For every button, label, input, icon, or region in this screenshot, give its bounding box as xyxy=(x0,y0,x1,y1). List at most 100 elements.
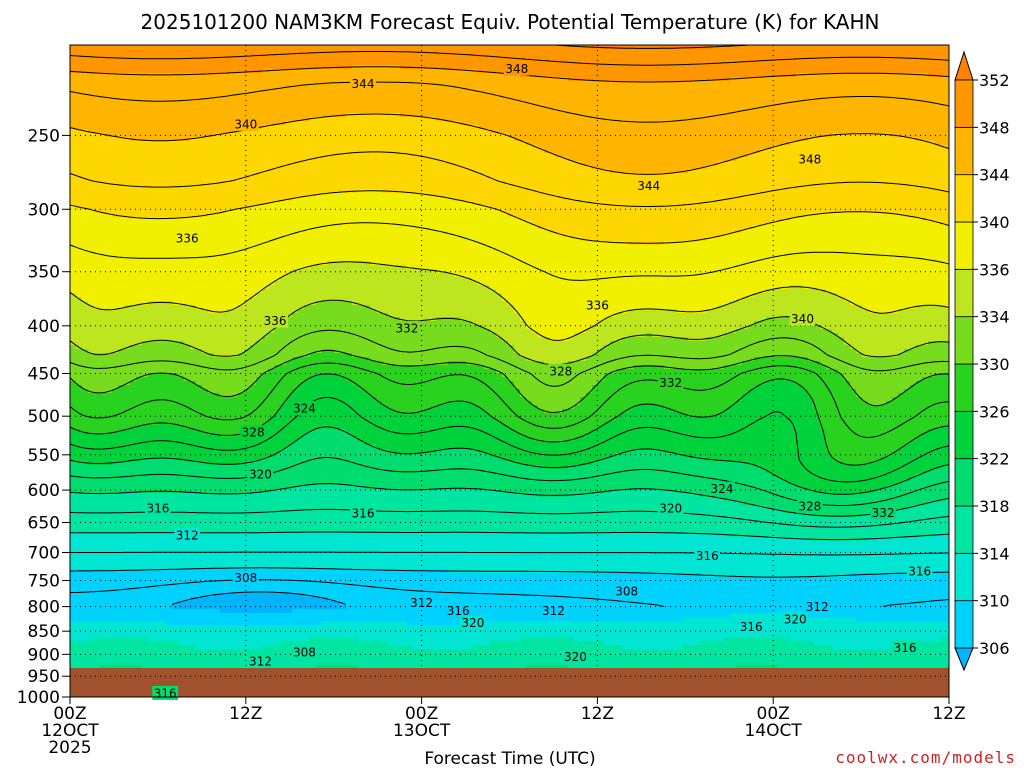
field-cell xyxy=(226,209,233,214)
field-cell xyxy=(214,425,221,430)
field-cell xyxy=(94,609,101,614)
field-cell xyxy=(184,141,191,146)
field-cell xyxy=(130,389,137,394)
field-cell xyxy=(130,453,137,458)
field-cell xyxy=(70,289,77,294)
field-cell xyxy=(154,261,161,266)
field-cell xyxy=(106,165,113,170)
field-cell xyxy=(256,297,263,302)
field-cell xyxy=(232,601,239,606)
field-cell xyxy=(124,601,131,606)
field-cell xyxy=(136,661,143,666)
field-cell xyxy=(220,445,227,450)
field-cell xyxy=(202,461,209,466)
field-cell xyxy=(70,433,77,438)
field-cell xyxy=(154,461,161,466)
field-cell xyxy=(226,469,233,474)
field-cell xyxy=(118,637,125,642)
field-cell xyxy=(226,509,233,514)
field-cell xyxy=(142,49,149,54)
field-cell xyxy=(136,349,143,354)
field-cell xyxy=(244,561,251,566)
field-cell xyxy=(244,629,251,634)
field-cell xyxy=(70,249,77,254)
field-cell xyxy=(172,61,179,66)
field-cell xyxy=(130,121,137,126)
field-cell xyxy=(220,109,227,114)
field-cell xyxy=(112,185,119,190)
field-cell xyxy=(82,509,89,514)
field-cell xyxy=(250,261,257,266)
field-cell xyxy=(232,53,239,58)
field-cell xyxy=(100,165,107,170)
field-cell xyxy=(76,405,83,410)
field-cell xyxy=(154,97,161,102)
field-cell xyxy=(88,365,95,370)
field-cell xyxy=(190,417,197,422)
field-cell xyxy=(154,153,161,158)
field-cell xyxy=(100,465,107,470)
field-cell xyxy=(160,469,167,474)
field-cell xyxy=(94,357,101,362)
field-cell xyxy=(100,109,107,114)
field-cell xyxy=(184,389,191,394)
field-cell xyxy=(226,665,233,670)
field-cell xyxy=(124,481,131,486)
field-cell xyxy=(94,581,101,586)
field-cell xyxy=(190,265,197,270)
field-cell xyxy=(178,393,185,398)
field-cell xyxy=(232,385,239,390)
field-cell xyxy=(100,593,107,598)
field-cell xyxy=(190,501,197,506)
field-cell xyxy=(88,521,95,526)
field-cell xyxy=(82,449,89,454)
field-cell xyxy=(208,565,215,570)
field-cell xyxy=(202,437,209,442)
field-cell xyxy=(100,601,107,606)
field-cell xyxy=(214,421,221,426)
field-cell xyxy=(172,53,179,58)
field-cell xyxy=(250,377,257,382)
field-cell xyxy=(118,109,125,114)
field-cell xyxy=(178,353,185,358)
field-cell xyxy=(244,213,251,218)
field-cell xyxy=(142,653,149,658)
field-cell xyxy=(136,269,143,274)
field-cell xyxy=(244,145,251,150)
field-cell xyxy=(76,465,83,470)
field-cell xyxy=(112,345,119,350)
field-cell xyxy=(142,385,149,390)
field-cell xyxy=(178,569,185,574)
field-cell xyxy=(100,145,107,150)
field-cell xyxy=(118,349,125,354)
field-cell xyxy=(88,581,95,586)
field-cell xyxy=(166,177,173,182)
field-cell xyxy=(118,65,125,70)
field-cell xyxy=(160,141,167,146)
field-cell xyxy=(154,417,161,422)
field-cell xyxy=(118,413,125,418)
field-cell xyxy=(100,57,107,62)
field-cell xyxy=(238,613,245,618)
field-cell xyxy=(94,321,101,326)
field-cell xyxy=(190,613,197,618)
field-cell xyxy=(142,173,149,178)
field-cell xyxy=(118,417,125,422)
field-cell xyxy=(130,501,137,506)
field-cell xyxy=(106,401,113,406)
field-cell xyxy=(142,61,149,66)
field-cell xyxy=(124,637,131,642)
field-cell xyxy=(226,249,233,254)
field-cell xyxy=(112,273,119,278)
field-cell xyxy=(94,625,101,630)
field-cell xyxy=(70,345,77,350)
field-cell xyxy=(142,93,149,98)
field-cell xyxy=(154,357,161,362)
field-cell xyxy=(136,273,143,278)
field-cell xyxy=(112,221,119,226)
field-cell xyxy=(172,293,179,298)
field-cell xyxy=(190,65,197,70)
field-cell xyxy=(202,649,209,654)
field-cell xyxy=(136,601,143,606)
field-cell xyxy=(160,237,167,242)
